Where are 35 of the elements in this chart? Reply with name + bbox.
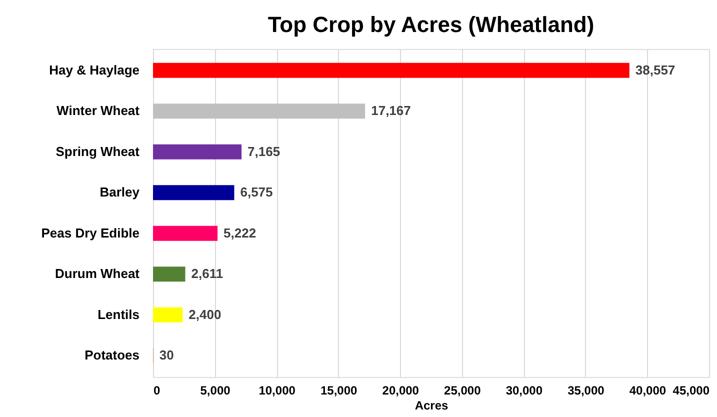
- x-tick-label: 35,000: [568, 384, 605, 398]
- data-label: 5,222: [224, 225, 256, 240]
- bar: [153, 104, 366, 119]
- data-label: 2,400: [188, 306, 222, 322]
- x-tick-label: 5,000: [200, 384, 231, 398]
- bar: [153, 62, 630, 78]
- x-tick-label: 45,000: [672, 384, 710, 398]
- chart-title: Top Crop by Acres (Wheatland): [268, 12, 594, 37]
- data-label: 30: [159, 348, 174, 363]
- y-tick-label: Hay & Haylage: [49, 62, 140, 78]
- y-tick-label: Lentils: [98, 306, 140, 322]
- bar: [153, 266, 186, 282]
- data-label: 38,557: [635, 62, 676, 78]
- bar: [153, 144, 242, 160]
- y-tick-label: Potatoes: [84, 348, 140, 363]
- x-tick-label: 0: [154, 384, 160, 398]
- bar: [153, 226, 218, 241]
- data-label: 2,611: [191, 266, 224, 282]
- x-tick-label: 20,000: [382, 384, 420, 398]
- x-tick-label: 10,000: [258, 384, 296, 398]
- x-tick-label: 40,000: [629, 384, 666, 398]
- data-label: 17,167: [371, 103, 411, 118]
- data-label: 6,575: [240, 184, 273, 200]
- bar: [153, 185, 234, 200]
- x-tick-label: 15,000: [320, 384, 358, 398]
- y-tick-label: Spring Wheat: [56, 144, 140, 159]
- data-label: 7,165: [248, 144, 280, 159]
- y-tick-label: Peas Dry Edible: [41, 225, 140, 240]
- x-tick-label: 25,000: [444, 384, 482, 398]
- y-tick-label: Winter Wheat: [56, 103, 140, 118]
- bar: [153, 307, 183, 322]
- x-axis-title: Acres: [414, 398, 449, 412]
- y-tick-label: Durum Wheat: [55, 266, 140, 282]
- y-tick-label: Barley: [100, 184, 140, 200]
- x-tick-label: 30,000: [506, 384, 543, 398]
